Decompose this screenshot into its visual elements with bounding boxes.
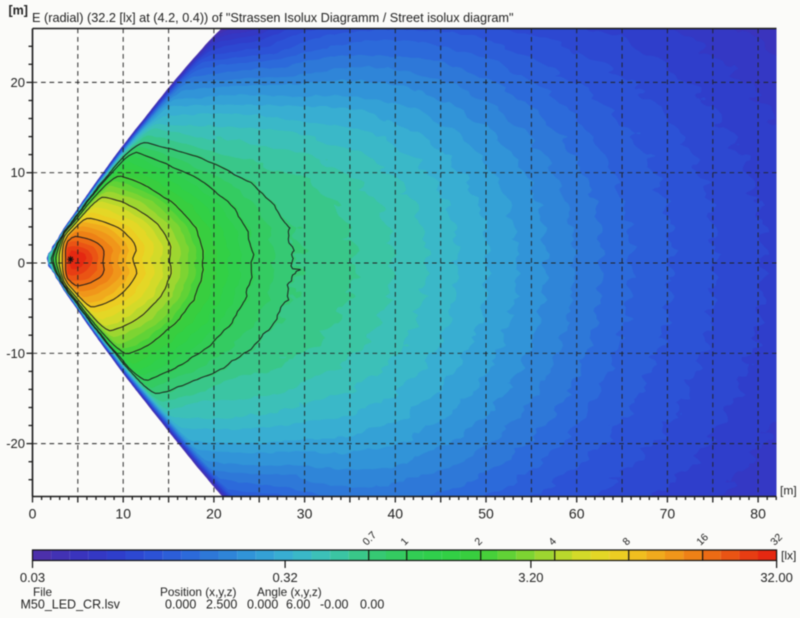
svg-text:32.00: 32.00: [760, 570, 793, 585]
svg-text:6.00: 6.00: [286, 598, 310, 612]
svg-text:3.20: 3.20: [518, 570, 543, 585]
svg-text:70: 70: [660, 506, 676, 522]
svg-text:-20: -20: [6, 436, 25, 451]
svg-text:[m]: [m]: [9, 4, 28, 18]
svg-text:50: 50: [478, 506, 494, 522]
svg-text:0.32: 0.32: [272, 570, 297, 585]
svg-text:20: 20: [11, 75, 25, 90]
svg-text:10: 10: [11, 165, 25, 180]
svg-text:0: 0: [18, 256, 25, 271]
svg-text:2.500: 2.500: [206, 598, 237, 612]
svg-text:80: 80: [750, 506, 766, 522]
svg-text:[lx]: [lx]: [781, 549, 796, 563]
svg-text:File: File: [33, 585, 52, 599]
svg-text:0.00: 0.00: [360, 598, 384, 612]
svg-text:M50_LED_CR.lsv: M50_LED_CR.lsv: [21, 598, 121, 612]
svg-text:Angle (x,y,z): Angle (x,y,z): [257, 585, 322, 599]
svg-text:Position (x,y,z): Position (x,y,z): [160, 585, 237, 599]
svg-text:E (radial) (32.2 [lx] at (4.2,: E (radial) (32.2 [lx] at (4.2, 0.4)) of …: [32, 11, 513, 25]
svg-text:0.000: 0.000: [247, 598, 278, 612]
svg-text:60: 60: [569, 506, 585, 522]
svg-text:0.03: 0.03: [20, 570, 45, 585]
svg-text:40: 40: [388, 506, 404, 522]
svg-text:20: 20: [206, 506, 222, 522]
svg-text:-10: -10: [6, 346, 25, 361]
svg-text:0.000: 0.000: [165, 598, 196, 612]
svg-text:[m]: [m]: [780, 484, 797, 498]
svg-text:10: 10: [115, 506, 131, 522]
svg-text:0: 0: [29, 506, 37, 522]
svg-text:-0.00: -0.00: [320, 598, 349, 612]
svg-text:30: 30: [297, 506, 313, 522]
